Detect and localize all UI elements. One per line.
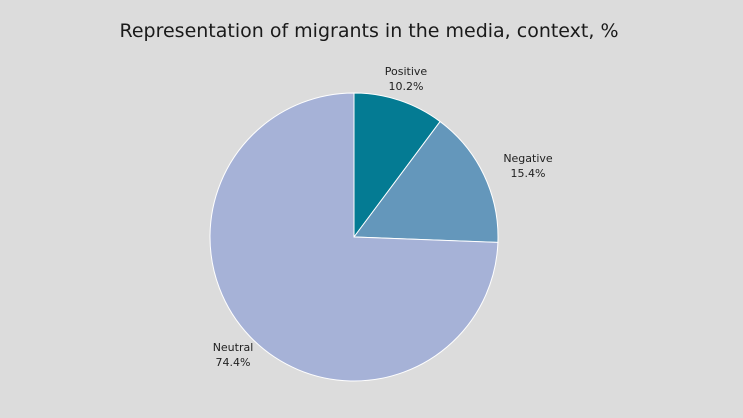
- slice-label-negative: Negative: [503, 152, 553, 165]
- pie-slices: [209, 92, 499, 382]
- slice-label-neutral: Neutral: [213, 341, 254, 354]
- pie-slice-positive: [353, 92, 441, 239]
- pie-slice-neutral: [209, 92, 499, 382]
- slice-value-negative: 15.4%: [511, 167, 546, 180]
- slice-value-positive: 10.2%: [389, 80, 424, 93]
- slice-value-neutral: 74.4%: [216, 356, 251, 369]
- slice-label-positive: Positive: [385, 65, 428, 78]
- slice-labels: Positive 10.2% Negative 15.4% Neutral 74.4%: [213, 65, 553, 369]
- chart-title: Representation of migrants in the media,…: [119, 20, 618, 42]
- pie-slice-negative: [353, 120, 499, 243]
